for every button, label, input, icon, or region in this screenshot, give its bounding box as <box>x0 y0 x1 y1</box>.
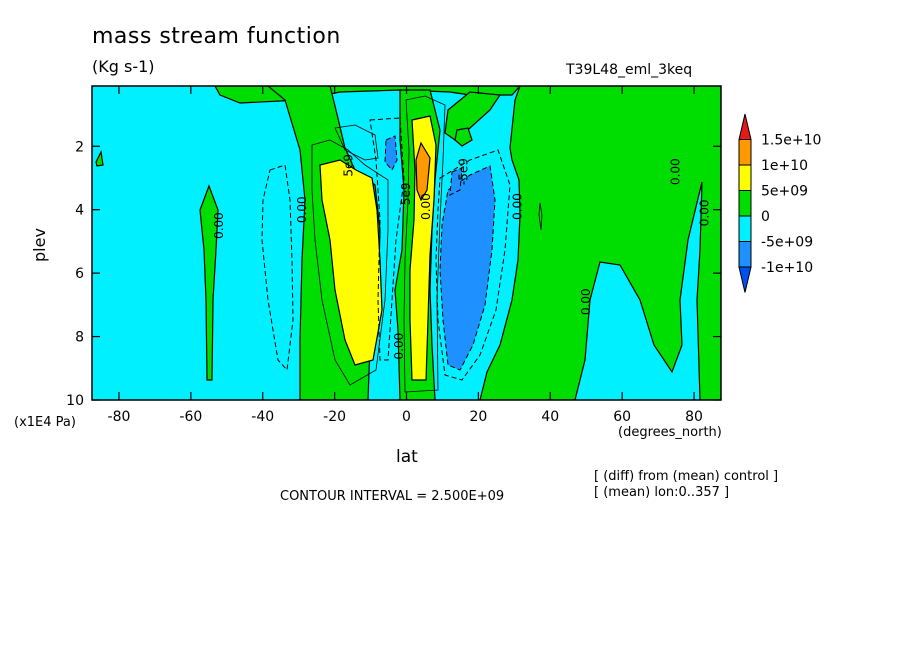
y-tick-label: 10 <box>66 393 84 409</box>
x-tick-label: -40 <box>251 409 274 425</box>
contour-dashed-left <box>261 164 294 372</box>
colorbar-top-triangle <box>738 113 752 140</box>
field-blue-right <box>439 165 496 371</box>
x-axis-ticks: -80 -60 -40 -20 0 20 40 60 80 <box>108 86 703 425</box>
y-axis-units: (x1E4 Pa) <box>14 415 76 430</box>
contour-label: 0.00 <box>392 333 406 360</box>
colorbar-label: -5e+09 <box>761 235 813 251</box>
colorbar-bottom-triangle <box>738 266 752 293</box>
chart-title: mass stream function <box>92 24 341 49</box>
field-orange-mid <box>415 141 431 202</box>
contour-label: 0.00 <box>295 196 309 223</box>
contour-label: 0.00 <box>511 193 525 220</box>
x-tick-label: -80 <box>108 409 131 425</box>
colorbar-swatch <box>738 139 752 166</box>
y-tick-label: 4 <box>75 203 84 219</box>
contour-label: -5e9 <box>457 158 471 185</box>
field-green-blob-ne <box>454 127 473 147</box>
field-yellow-left <box>319 159 383 366</box>
y-tick-label: 8 <box>75 330 84 346</box>
contour-label: 5e9 <box>342 154 356 177</box>
colorbar-label: 0 <box>761 209 770 225</box>
x-axis-units: (degrees_north) <box>618 425 722 440</box>
diff-note: [ (diff) from (mean) control ] <box>594 469 779 484</box>
colorbar-label: 5e+09 <box>761 184 808 200</box>
colorbar: 1.5e+10 1e+10 5e+09 0 -5e+09 -1e+10 <box>738 113 821 293</box>
x-tick-label: 20 <box>469 409 487 425</box>
contour-labels: 0.00 0.00 5e9 5e9 0.00 -5e9 0.00 0.00 0.00 0.00 0.… <box>212 154 711 359</box>
x-tick-label: 60 <box>613 409 631 425</box>
contour-label: 0.00 <box>419 193 433 220</box>
contour-dashed-mid <box>369 117 405 361</box>
contour-label: 0.00 <box>697 200 711 227</box>
y-tick-label: 2 <box>75 139 84 155</box>
colorbar-swatch <box>738 215 752 242</box>
chart-units: (Kg s-1) <box>92 57 155 76</box>
contour-label: 5e9 <box>399 183 413 206</box>
contour-dashed-right-outer <box>435 149 511 381</box>
colorbar-label: 1e+10 <box>761 158 808 174</box>
x-tick-label: -60 <box>179 409 202 425</box>
contour-solid-upper <box>334 124 379 161</box>
y-tick-label: 6 <box>75 266 84 282</box>
contour-interval-note: CONTOUR INTERVAL = 2.500E+09 <box>280 489 505 504</box>
contour-solid-small <box>538 202 543 231</box>
colorbar-swatch <box>738 190 752 217</box>
colorbar-label: -1e+10 <box>761 260 813 276</box>
colorbar-label: 1.5e+10 <box>761 133 821 149</box>
contour-solid-mid <box>403 95 446 393</box>
dataset-label: T39L48_eml_3keq <box>566 62 693 78</box>
mean-note: [ (mean) lon:0..357 ] <box>594 485 730 500</box>
field-blue-small <box>449 167 463 196</box>
x-tick-label: -20 <box>323 409 346 425</box>
field-blue-upper <box>384 135 398 171</box>
field-green-right <box>479 86 721 400</box>
plot-fields <box>92 86 721 400</box>
colorbar-swatch <box>738 164 752 191</box>
field-green-spike-south <box>199 184 219 381</box>
field-green-blob-sw <box>95 150 104 167</box>
contour-label: 0.00 <box>212 212 226 239</box>
x-tick-label: 40 <box>541 409 559 425</box>
x-tick-label: 80 <box>685 409 703 425</box>
y-axis-ticks: 2 4 6 8 10 <box>66 139 721 409</box>
contour-label: 0.00 <box>579 288 593 315</box>
contour-label: 0.00 <box>669 158 683 185</box>
x-axis-label: lat <box>396 447 418 467</box>
x-tick-label: 0 <box>402 409 411 425</box>
colorbar-swatch <box>738 241 752 268</box>
